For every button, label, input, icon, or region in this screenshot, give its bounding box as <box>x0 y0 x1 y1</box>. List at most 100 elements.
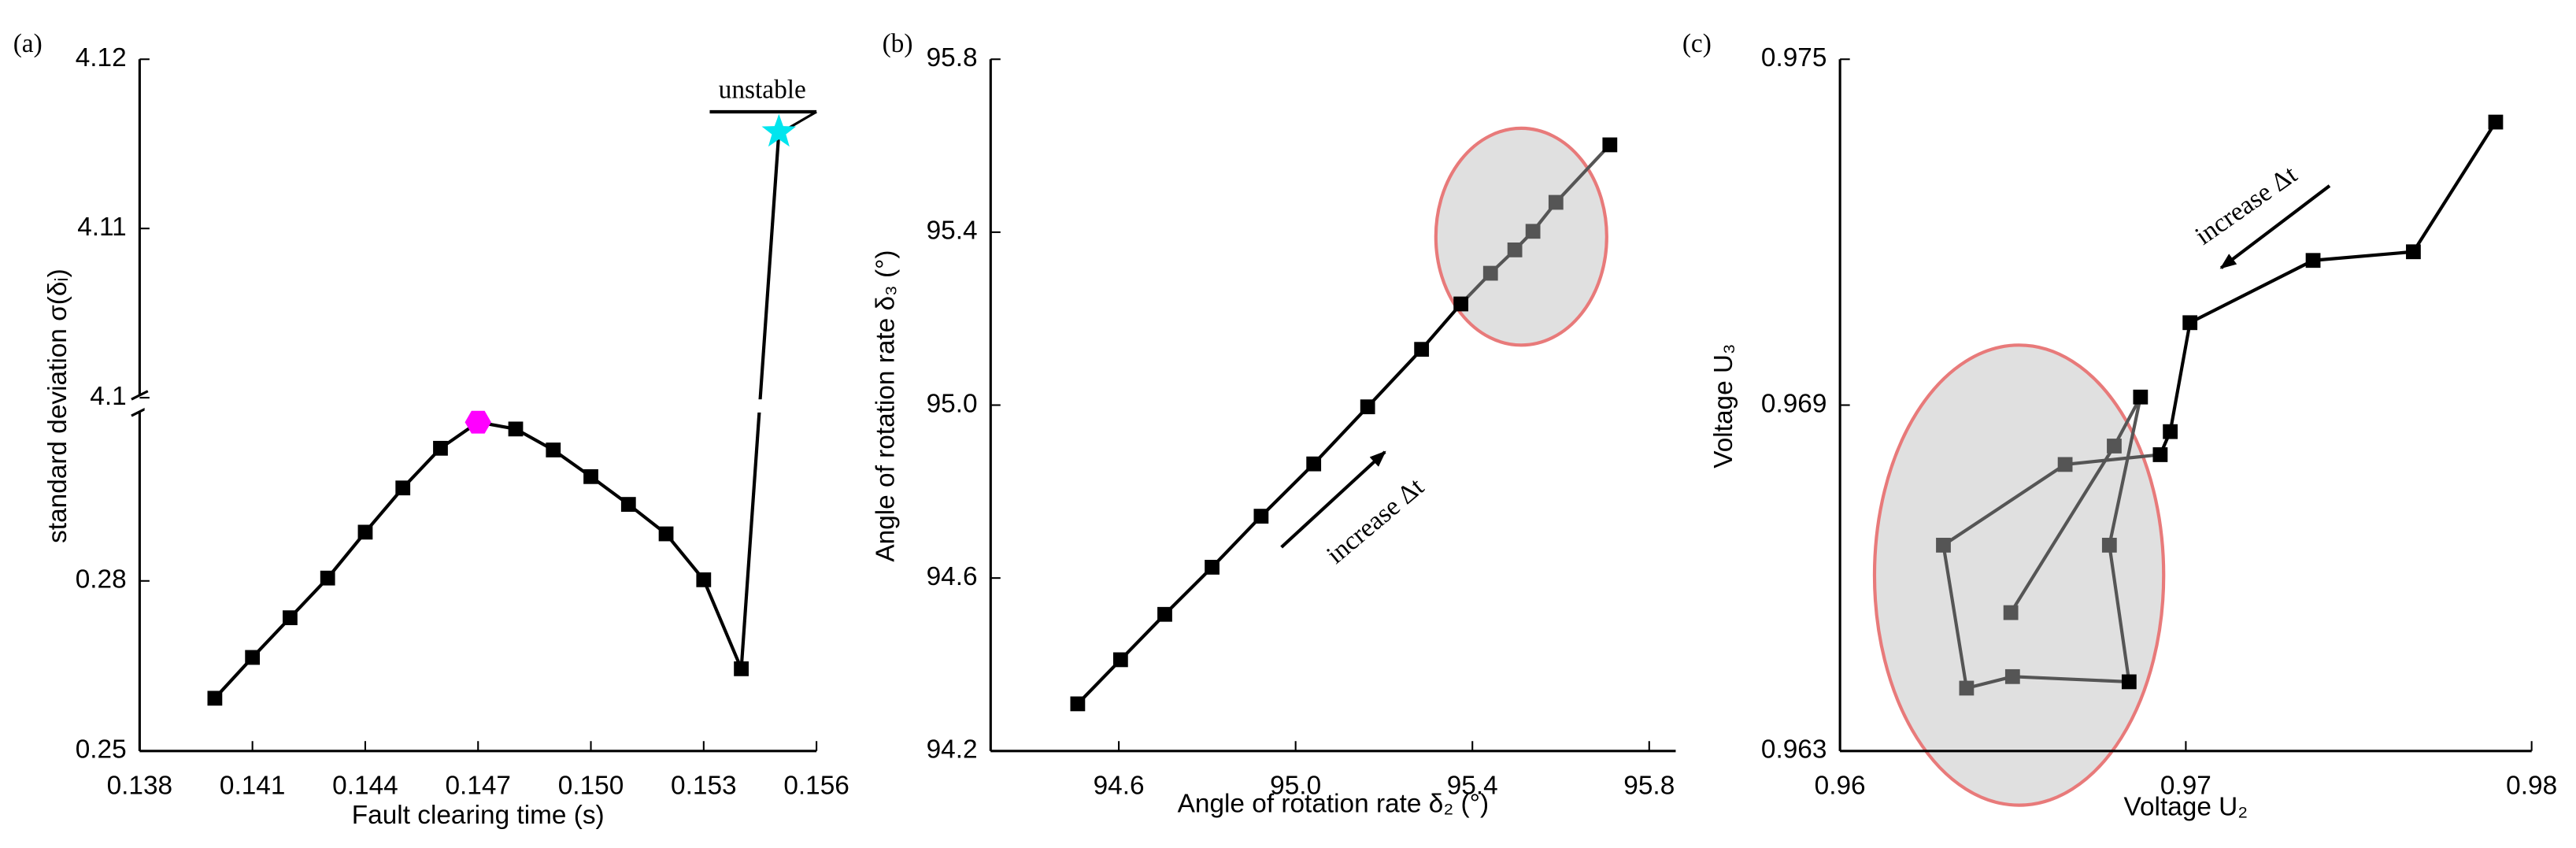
x-tick-label: 94.6 <box>1094 771 1145 800</box>
y-tick-label: 4.12 <box>76 43 127 72</box>
line-segment <box>664 532 705 581</box>
marker <box>2152 447 2168 462</box>
marker <box>1936 538 1951 553</box>
x-tick-label: 0.98 <box>2506 771 2557 800</box>
marker <box>1482 265 1498 281</box>
y-tick-label: 0.963 <box>1761 735 1827 765</box>
marker <box>696 572 712 587</box>
marker <box>583 468 598 484</box>
marker <box>1507 242 1523 257</box>
axis-break <box>131 390 149 401</box>
line-segment <box>1164 565 1214 616</box>
marker <box>395 480 411 496</box>
x-tick-label: 0.150 <box>558 771 624 800</box>
line-segment <box>2189 258 2314 324</box>
marker <box>1360 399 1375 415</box>
x-tick-label: 0.153 <box>671 771 737 800</box>
x-tick-label: 0.97 <box>2160 771 2211 800</box>
y-tick-label: 0.975 <box>1761 43 1827 72</box>
line-segment <box>2009 445 2116 614</box>
marker <box>357 524 373 540</box>
panel-label: (c) <box>1682 29 1712 58</box>
marker <box>1070 696 1086 712</box>
y-axis-label: standard deviation σ(δᵢ) <box>43 268 72 543</box>
arrow <box>1280 450 1386 549</box>
highlight-ellipse <box>1872 343 2166 807</box>
marker <box>734 661 749 676</box>
x-tick-label: 95.0 <box>1270 771 1321 800</box>
marker <box>658 526 674 542</box>
marker <box>2057 457 2073 472</box>
marker <box>464 410 491 434</box>
marker <box>245 650 261 665</box>
x-tick-label: 95.8 <box>1623 771 1675 800</box>
y-tick-label: 0.28 <box>76 565 127 594</box>
marker <box>2121 674 2137 690</box>
line-segment <box>2108 545 2131 683</box>
line-segment <box>326 531 367 580</box>
line-segment <box>1211 515 1263 568</box>
marker <box>283 610 298 625</box>
line-segment <box>2108 396 2142 546</box>
marker <box>2004 668 2020 684</box>
line-segment <box>701 579 743 670</box>
line-segment <box>2411 120 2497 253</box>
y-tick-label: 4.11 <box>77 213 126 242</box>
line-segment <box>1942 463 2067 547</box>
marker <box>320 570 335 586</box>
y-tick-label: 95.8 <box>927 43 978 72</box>
marker <box>1525 224 1541 239</box>
panel-label: (b) <box>883 29 913 58</box>
arrow <box>2219 184 2331 269</box>
marker <box>761 113 797 147</box>
x-tick-label: 0.96 <box>1815 771 1866 800</box>
marker <box>1959 680 1975 696</box>
y-tick-label: 0.969 <box>1761 389 1827 418</box>
annotation: unstable <box>719 76 806 105</box>
line-segment <box>2064 453 2161 466</box>
marker <box>2305 253 2321 268</box>
y-tick-label: 4.1 <box>90 382 126 411</box>
line-segment <box>1941 545 1968 689</box>
line-segment <box>2012 675 2130 683</box>
y-tick-label: 95.0 <box>927 389 978 418</box>
marker <box>2488 114 2504 130</box>
marker <box>207 691 223 706</box>
marker <box>546 443 561 457</box>
marker <box>1253 509 1269 524</box>
line-segment <box>2312 250 2414 262</box>
marker <box>1157 606 1172 622</box>
x-tick-label: 0.156 <box>783 771 849 800</box>
panel-label: (a) <box>13 29 43 58</box>
marker <box>2406 244 2421 260</box>
marker <box>1453 296 1469 312</box>
x-tick-label: 0.144 <box>332 771 398 800</box>
line-segment <box>2112 396 2142 447</box>
x-tick-label: 0.147 <box>445 771 511 800</box>
x-tick-label: 0.138 <box>107 771 173 800</box>
x-axis-label: Fault clearing time (s) <box>352 801 605 830</box>
line-segment <box>1312 405 1369 465</box>
y-axis-label: Angle of rotation rate δ₃ (°) <box>872 250 901 561</box>
marker <box>2163 424 2178 439</box>
marker <box>1548 194 1564 210</box>
x-axis-label: Voltage U₂ <box>2124 793 2248 822</box>
line-segment <box>1966 675 2013 690</box>
y-tick-label: 94.6 <box>927 562 978 591</box>
y-axis-label: Voltage U₃ <box>1709 343 1738 468</box>
marker <box>508 421 524 437</box>
line-segment <box>1554 143 1612 204</box>
x-tick-label: 0.141 <box>220 771 286 800</box>
marker <box>2101 538 2117 553</box>
highlight-ellipse <box>1434 126 1608 347</box>
marker <box>1306 456 1322 472</box>
y-tick-label: 95.4 <box>927 217 978 246</box>
marker <box>2003 605 2019 620</box>
line-segment <box>2168 322 2192 432</box>
marker <box>1112 652 1128 668</box>
marker <box>433 440 448 456</box>
marker <box>620 497 636 512</box>
